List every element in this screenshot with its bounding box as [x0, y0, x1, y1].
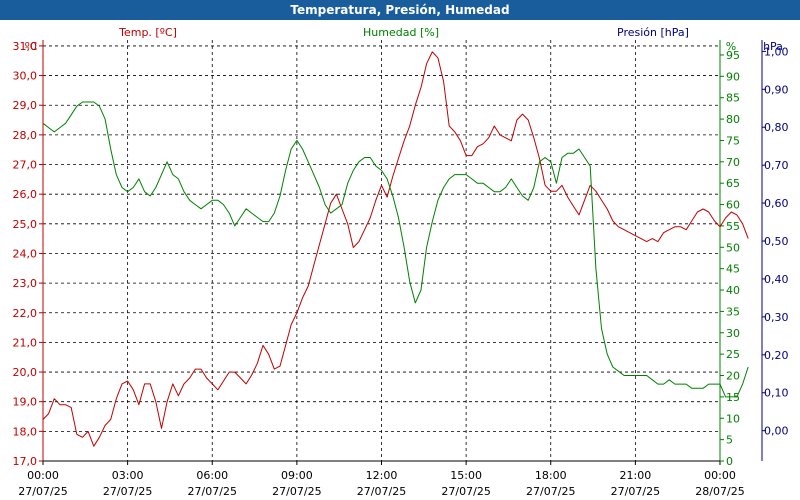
x-tick-date: 27/07/25: [188, 485, 237, 498]
window-title: Temperatura, Presión, Humedad: [0, 0, 800, 20]
x-tick-date: 27/07/25: [18, 485, 67, 498]
pressure-tick-label: 0,60: [764, 197, 789, 210]
x-tick-time: 00:00: [27, 469, 59, 482]
humidity-tick-label: 70: [726, 156, 740, 169]
tick-labels: 17,0 18,0 19,0 20,0 21,0 22,0 23,0 24,0 25,0 26,0…: [13, 40, 789, 498]
humidity-axis-label: Humedad [%]: [363, 26, 439, 39]
temperature-tick-label: 28,0: [13, 129, 38, 142]
chart: 17,0 18,0 19,0 20,0 21,0 22,0 23,0 24,0 25,0 26,0…: [0, 20, 800, 500]
humidity-series-line: [42, 101, 749, 398]
pressure-tick-label: 1,00: [764, 45, 789, 58]
humidity-tick-label: 30: [726, 327, 740, 340]
x-tick-time: 12:00: [366, 469, 398, 482]
x-tick-time: 03:00: [112, 469, 144, 482]
pressure-axis-label: Presión [hPa]: [617, 26, 689, 39]
x-tick-time: 00:00: [704, 469, 736, 482]
pressure-tick-label: 0,80: [764, 121, 789, 134]
pressure-tick-label: 0,90: [764, 83, 789, 96]
temperature-tick-label: 21,0: [13, 336, 38, 349]
humidity-tick-label: 40: [726, 284, 740, 297]
temperature-tick-label: 18,0: [13, 425, 38, 438]
humidity-tick-label: 65: [726, 177, 740, 190]
humidity-unit: %: [726, 40, 736, 53]
pressure-tick-label: 0,00: [764, 425, 789, 438]
humidity-tick-label: 95: [726, 49, 740, 62]
humidity-tick-label: 85: [726, 92, 740, 105]
pressure-tick-label: 0,40: [764, 273, 789, 286]
temperature-tick-label: 23,0: [13, 277, 38, 290]
grid: [43, 40, 720, 462]
pressure-unit: hPa: [763, 40, 783, 53]
temperature-tick-label: 26,0: [13, 188, 38, 201]
pressure-tick-label: 0,10: [764, 387, 789, 400]
x-tick-time: 09:00: [281, 469, 313, 482]
humidity-tick-label: 90: [726, 70, 740, 83]
x-tick-time: 15:00: [450, 469, 482, 482]
humidity-tick-label: 20: [726, 370, 740, 383]
temperature-unit: ºC: [25, 40, 38, 53]
x-tick-date: 27/07/25: [441, 485, 490, 498]
axes: [39, 40, 766, 465]
x-tick-time: 18:00: [535, 469, 567, 482]
temperature-series-line: [42, 51, 749, 447]
humidity-tick-label: 75: [726, 134, 740, 147]
pressure-tick-label: 0,20: [764, 349, 789, 362]
pressure-tick-label: 0,50: [764, 235, 789, 248]
x-tick-time: 06:00: [196, 469, 228, 482]
x-tick-date: 27/07/25: [357, 485, 406, 498]
chart-background: [0, 20, 800, 500]
x-tick-date: 27/07/25: [103, 485, 152, 498]
temperature-tick-label: 30,0: [13, 70, 38, 83]
humidity-tick-label: 35: [726, 305, 740, 318]
humidity-tick-label: 45: [726, 263, 740, 276]
humidity-tick-label: 80: [726, 113, 740, 126]
temperature-tick-label: 19,0: [13, 396, 38, 409]
humidity-tick-label: 55: [726, 220, 740, 233]
humidity-tick-label: 10: [726, 412, 740, 425]
temperature-tick-label: 20,0: [13, 366, 38, 379]
series-lines: [42, 51, 749, 447]
temperature-tick-label: 31,0: [13, 40, 38, 53]
temperature-tick-label: 25,0: [13, 218, 38, 231]
humidity-tick-label: 5: [726, 434, 733, 447]
x-tick-time: 21:00: [620, 469, 652, 482]
pressure-tick-label: 0,30: [764, 311, 789, 324]
temperature-tick-label: 29,0: [13, 99, 38, 112]
pressure-tick-label: 0,70: [764, 159, 789, 172]
humidity-tick-label: 25: [726, 348, 740, 361]
temperature-axis-label: Temp. [ºC]: [118, 26, 177, 39]
temperature-tick-label: 22,0: [13, 307, 38, 320]
x-tick-date: 28/07/25: [695, 485, 744, 498]
humidity-tick-label: 50: [726, 241, 740, 254]
temperature-tick-label: 17,0: [13, 455, 38, 468]
x-tick-date: 27/07/25: [526, 485, 575, 498]
humidity-tick-label: 0: [726, 455, 733, 468]
temperature-tick-label: 24,0: [13, 247, 38, 260]
x-tick-date: 27/07/25: [272, 485, 321, 498]
humidity-tick-label: 60: [726, 199, 740, 212]
x-tick-date: 27/07/25: [611, 485, 660, 498]
temperature-tick-label: 27,0: [13, 159, 38, 172]
